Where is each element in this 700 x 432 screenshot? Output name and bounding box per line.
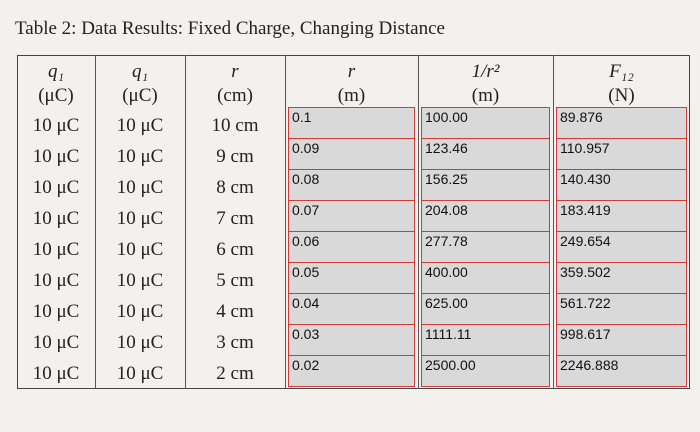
input-cell: 100.00: [421, 107, 550, 139]
column-divider: [418, 55, 419, 389]
table-cell: 10 μC: [116, 332, 164, 353]
table-cell: 4 cm: [216, 301, 254, 322]
input-cell: 156.25: [421, 169, 550, 201]
column-divider: [95, 55, 96, 389]
input-cell: 204.08: [421, 200, 550, 232]
input-cell: 249.654: [556, 231, 687, 263]
table-cell: 10 μC: [32, 208, 80, 229]
column-header: (N): [608, 85, 635, 106]
column-header: F₁₂: [609, 61, 634, 82]
column-header: (m): [337, 85, 366, 106]
input-cell: 561.722: [556, 293, 687, 325]
table-cell: 10 μC: [32, 301, 80, 322]
table-cell: 10 μC: [32, 363, 80, 384]
input-cell: 0.03: [288, 324, 415, 356]
table-cell: 10 μC: [32, 270, 80, 291]
table-cell: 5 cm: [216, 270, 254, 291]
column-header: (μC): [38, 85, 74, 106]
column-header: (m): [471, 85, 500, 106]
column-header: r: [231, 61, 239, 82]
input-cell: 0.06: [288, 231, 415, 263]
input-cell: 0.02: [288, 355, 415, 387]
column-divider: [185, 55, 186, 389]
table-cell: 10 μC: [116, 363, 164, 384]
table-cell: 10 cm: [211, 115, 259, 136]
table-cell: 10 μC: [116, 270, 164, 291]
column-header: q₁: [47, 61, 65, 82]
input-cell: 110.957: [556, 138, 687, 170]
input-cell: 89.876: [556, 107, 687, 139]
input-cell: 359.502: [556, 262, 687, 294]
column-divider: [285, 55, 286, 389]
input-cell: 140.430: [556, 169, 687, 201]
table-cell: 10 μC: [116, 301, 164, 322]
column-divider: [553, 55, 554, 389]
table-cell: 10 μC: [116, 146, 164, 167]
table-cell: 6 cm: [216, 239, 254, 260]
input-cell: 0.09: [288, 138, 415, 170]
table-title: Table 2: Data Results: Fixed Charge, Cha…: [15, 18, 445, 39]
table-cell: 10 μC: [116, 115, 164, 136]
input-cell: 998.617: [556, 324, 687, 356]
table-cell: 9 cm: [216, 146, 254, 167]
input-cell: 400.00: [421, 262, 550, 294]
table-cell: 10 μC: [116, 177, 164, 198]
table-cell: 7 cm: [216, 208, 254, 229]
input-cell: 183.419: [556, 200, 687, 232]
table-cell: 2 cm: [216, 363, 254, 384]
input-cell: 1111.11: [421, 324, 550, 356]
column-header: (cm): [217, 85, 253, 106]
input-cell: 0.08: [288, 169, 415, 201]
table-cell: 10 μC: [116, 208, 164, 229]
column-header: 1/r²: [471, 61, 500, 82]
column-header: (μC): [122, 85, 158, 106]
table-cell: 3 cm: [216, 332, 254, 353]
input-cell: 277.78: [421, 231, 550, 263]
table-cell: 8 cm: [216, 177, 254, 198]
input-cell: 0.04: [288, 293, 415, 325]
column-header: r: [347, 61, 356, 82]
input-cell: 0.1: [288, 107, 415, 139]
table-cell: 10 μC: [32, 146, 80, 167]
input-cell: 0.05: [288, 262, 415, 294]
input-cell: 2246.888: [556, 355, 687, 387]
table-cell: 10 μC: [32, 177, 80, 198]
input-cell: 123.46: [421, 138, 550, 170]
table-cell: 10 μC: [32, 239, 80, 260]
column-header: q₁: [131, 61, 149, 82]
table-cell: 10 μC: [116, 239, 164, 260]
table-cell: 10 μC: [32, 332, 80, 353]
table-cell: 10 μC: [32, 115, 80, 136]
input-cell: 0.07: [288, 200, 415, 232]
input-cell: 2500.00: [421, 355, 550, 387]
input-cell: 625.00: [421, 293, 550, 325]
table-frame: [17, 55, 690, 389]
